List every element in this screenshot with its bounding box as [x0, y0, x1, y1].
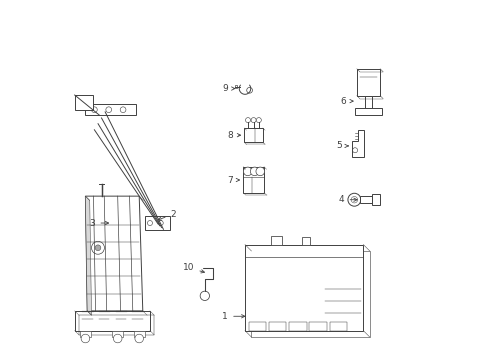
Circle shape	[147, 221, 152, 226]
Circle shape	[92, 241, 104, 254]
Polygon shape	[372, 194, 380, 206]
Text: 4: 4	[339, 195, 357, 204]
Text: 1: 1	[222, 312, 245, 321]
Polygon shape	[112, 330, 123, 337]
Polygon shape	[360, 196, 372, 203]
Circle shape	[92, 107, 97, 113]
Circle shape	[256, 167, 265, 176]
Polygon shape	[302, 237, 310, 244]
Circle shape	[81, 334, 90, 343]
Text: 8: 8	[227, 131, 241, 140]
Polygon shape	[352, 130, 365, 157]
Polygon shape	[249, 322, 266, 330]
Circle shape	[135, 334, 144, 343]
Polygon shape	[80, 330, 91, 337]
Circle shape	[250, 167, 259, 176]
Circle shape	[251, 118, 256, 123]
Circle shape	[245, 118, 250, 123]
Circle shape	[106, 107, 112, 113]
Text: 5: 5	[337, 141, 348, 150]
Polygon shape	[134, 330, 145, 337]
Circle shape	[95, 245, 101, 251]
Polygon shape	[74, 95, 93, 110]
Polygon shape	[85, 196, 92, 315]
Polygon shape	[355, 108, 382, 115]
Circle shape	[200, 291, 210, 301]
Polygon shape	[270, 322, 287, 330]
Polygon shape	[85, 104, 136, 116]
Polygon shape	[245, 128, 263, 142]
Polygon shape	[330, 322, 347, 330]
Circle shape	[348, 193, 361, 206]
Circle shape	[120, 107, 126, 113]
Text: 3: 3	[90, 219, 109, 228]
Polygon shape	[145, 216, 170, 230]
Polygon shape	[245, 244, 364, 330]
Text: 7: 7	[227, 176, 240, 185]
Polygon shape	[357, 69, 380, 96]
Text: 2: 2	[158, 210, 176, 220]
Polygon shape	[310, 322, 327, 330]
Polygon shape	[365, 96, 372, 108]
Circle shape	[113, 334, 122, 343]
Text: 10: 10	[183, 264, 204, 273]
Polygon shape	[85, 196, 143, 311]
Circle shape	[256, 118, 261, 123]
Circle shape	[158, 221, 163, 226]
Circle shape	[244, 167, 252, 176]
Text: 6: 6	[341, 96, 353, 105]
Polygon shape	[74, 311, 150, 330]
Polygon shape	[271, 236, 282, 244]
Text: 9: 9	[222, 84, 235, 93]
Polygon shape	[290, 322, 307, 330]
Polygon shape	[243, 167, 264, 193]
